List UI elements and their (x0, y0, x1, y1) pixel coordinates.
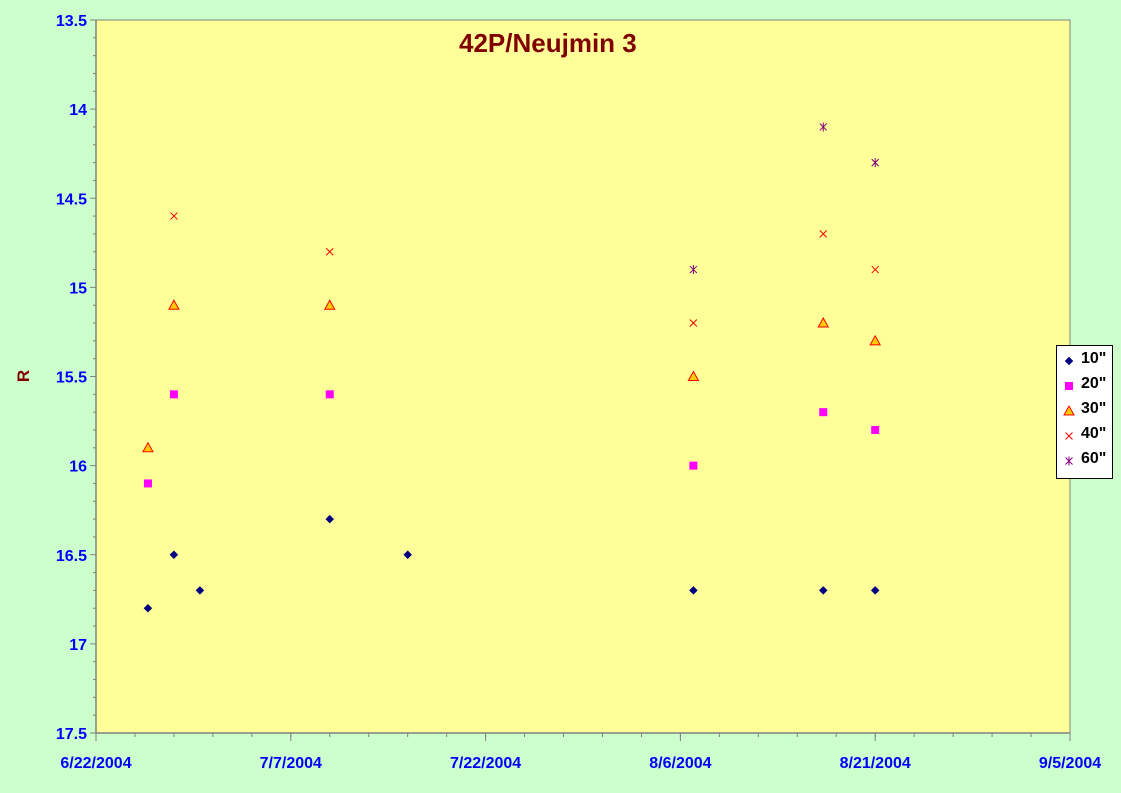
data-point (169, 390, 178, 399)
legend-marker (1064, 356, 1074, 366)
legend-label: 60" (1081, 450, 1107, 467)
data-point (817, 316, 830, 328)
data-point (871, 425, 880, 434)
data-point (819, 122, 828, 132)
legend-marker-shape (1065, 432, 1073, 440)
plot-area (95, 19, 1071, 734)
legend: 10" 20" 30" 40" 60" (1056, 345, 1113, 479)
legend-marker (1063, 404, 1075, 416)
series-3 (170, 212, 880, 327)
legend-label: 20" (1081, 375, 1107, 392)
data-point (870, 586, 880, 595)
legend-item: 40" (1061, 425, 1111, 449)
y-tick-label: 15.5 (56, 370, 87, 387)
data-point (689, 319, 698, 327)
x-tick-label: 8/6/2004 (649, 755, 711, 772)
legend-label: 10" (1081, 350, 1107, 367)
legend-item: 10" (1061, 350, 1111, 374)
series-4 (689, 122, 880, 275)
legend-marker (1065, 382, 1073, 390)
x-tick-label: 6/22/2004 (60, 755, 131, 772)
data-point (819, 408, 828, 417)
data-point (689, 586, 698, 595)
data-point (168, 299, 180, 310)
legend-marker-shape (1065, 382, 1073, 390)
data-point (869, 334, 882, 346)
data-point (871, 158, 880, 168)
data-point (689, 265, 698, 275)
legend-marker (1065, 432, 1073, 440)
data-point (142, 441, 154, 453)
legend-marker-shape (1063, 404, 1075, 416)
series-0 (143, 514, 880, 613)
data-point (689, 461, 698, 470)
x-tick-label: 8/21/2004 (840, 755, 911, 772)
y-tick-label: 16.5 (56, 548, 87, 565)
data-point (325, 247, 334, 256)
y-tick-label: 13.5 (56, 13, 87, 30)
y-tick-label: 17.5 (56, 726, 87, 743)
legend-item: 60" (1061, 450, 1111, 474)
y-tick-label: 16 (69, 459, 87, 476)
data-point (871, 265, 880, 274)
data-point (143, 479, 152, 488)
legend-marker-shape (1065, 456, 1073, 466)
x-tick-label: 9/5/2004 (1039, 755, 1101, 772)
legend-item: 30" (1061, 400, 1111, 424)
data-point (325, 390, 334, 399)
y-tick-label: 14 (69, 102, 87, 119)
data-point (403, 550, 413, 560)
data-point (818, 586, 828, 595)
data-point (169, 550, 179, 560)
legend-marker-shape (1064, 356, 1074, 366)
data-point (323, 299, 336, 310)
data-point (143, 603, 153, 613)
legend-marker (1065, 456, 1073, 466)
data-point (819, 230, 828, 238)
y-tick-label: 14.5 (56, 191, 87, 208)
x-tick-label: 7/22/2004 (450, 755, 521, 772)
y-tick-label: 17 (69, 637, 87, 654)
chart-title: 42P/Neujmin 3 (459, 28, 637, 58)
series-1 (143, 390, 880, 488)
data-point (170, 212, 178, 220)
data-point (195, 586, 205, 595)
series-2 (142, 299, 882, 453)
legend-label: 40" (1081, 425, 1107, 442)
x-tick-label: 7/7/2004 (260, 755, 322, 772)
data-point (325, 514, 335, 524)
y-tick-label: 15 (69, 280, 87, 297)
legend-label: 30" (1081, 400, 1107, 417)
data-point (687, 370, 700, 381)
legend-item: 20" (1061, 375, 1111, 399)
y-axis-title: R (14, 369, 33, 383)
